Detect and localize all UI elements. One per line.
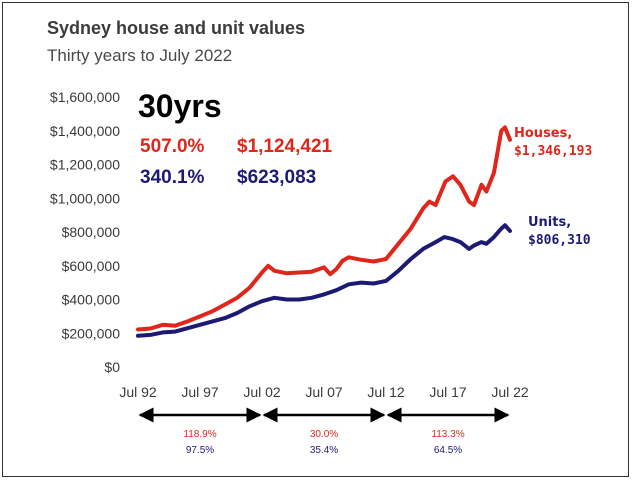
series-line-houses bbox=[136, 125, 512, 332]
summary-houses-pct: 507.0% bbox=[140, 136, 205, 157]
x-tick-label: Jul 22 bbox=[491, 384, 529, 400]
y-tick-label: $1,600,000 bbox=[50, 89, 120, 105]
x-tick-label: Jul 02 bbox=[243, 384, 281, 400]
period-houses-change: 30.0% bbox=[310, 429, 338, 440]
period-change-arrows: 118.9% 97.5% 30.0% 35.4% 113.3% 64.5% bbox=[138, 407, 510, 456]
x-axis-ticks: Jul 92 Jul 97 Jul 02 Jul 07 Jul 12 Jul 17 Jul … bbox=[119, 384, 529, 400]
x-tick-label: Jul 12 bbox=[367, 384, 405, 400]
summary-units-change: $623,083 bbox=[237, 167, 316, 188]
x-tick-label: Jul 07 bbox=[305, 384, 343, 400]
series-line-units bbox=[136, 223, 512, 338]
y-tick-label: $1,400,000 bbox=[50, 123, 120, 139]
period-houses-change: 118.9% bbox=[183, 429, 216, 440]
y-axis-ticks: $0 $200,000 $400,000 $600,000 $800,000 $1,000… bbox=[50, 89, 120, 375]
summary-period: 30yrs bbox=[138, 88, 222, 124]
y-tick-label: $800,000 bbox=[62, 224, 121, 240]
period-units-change: 35.4% bbox=[310, 445, 338, 456]
x-tick-label: Jul 92 bbox=[119, 384, 157, 400]
chart-title: Sydney house and unit values bbox=[47, 18, 306, 38]
period-houses-change: 113.3% bbox=[431, 429, 464, 440]
y-tick-label: $200,000 bbox=[62, 325, 121, 341]
x-tick-label: Jul 97 bbox=[181, 384, 219, 400]
y-tick-label: $0 bbox=[104, 359, 120, 375]
y-tick-label: $600,000 bbox=[62, 258, 121, 274]
summary-units-pct: 340.1% bbox=[140, 167, 205, 188]
series-lines bbox=[136, 125, 512, 338]
chart-frame bbox=[2, 2, 629, 477]
units-end-value: $806,310 bbox=[528, 233, 591, 248]
y-tick-label: $400,000 bbox=[62, 292, 121, 308]
y-tick-label: $1,200,000 bbox=[50, 157, 120, 173]
x-tick-label: Jul 17 bbox=[429, 384, 467, 400]
summary-houses-change: $1,124,421 bbox=[237, 136, 333, 157]
houses-end-label: Houses, bbox=[514, 126, 572, 141]
chart-subtitle: Thirty years to July 2022 bbox=[47, 46, 233, 65]
units-end-label: Units, bbox=[528, 215, 571, 230]
houses-end-value: $1,346,193 bbox=[514, 144, 592, 159]
period-units-change: 64.5% bbox=[434, 445, 462, 456]
period-units-change: 97.5% bbox=[186, 445, 214, 456]
y-tick-label: $1,000,000 bbox=[50, 190, 120, 206]
